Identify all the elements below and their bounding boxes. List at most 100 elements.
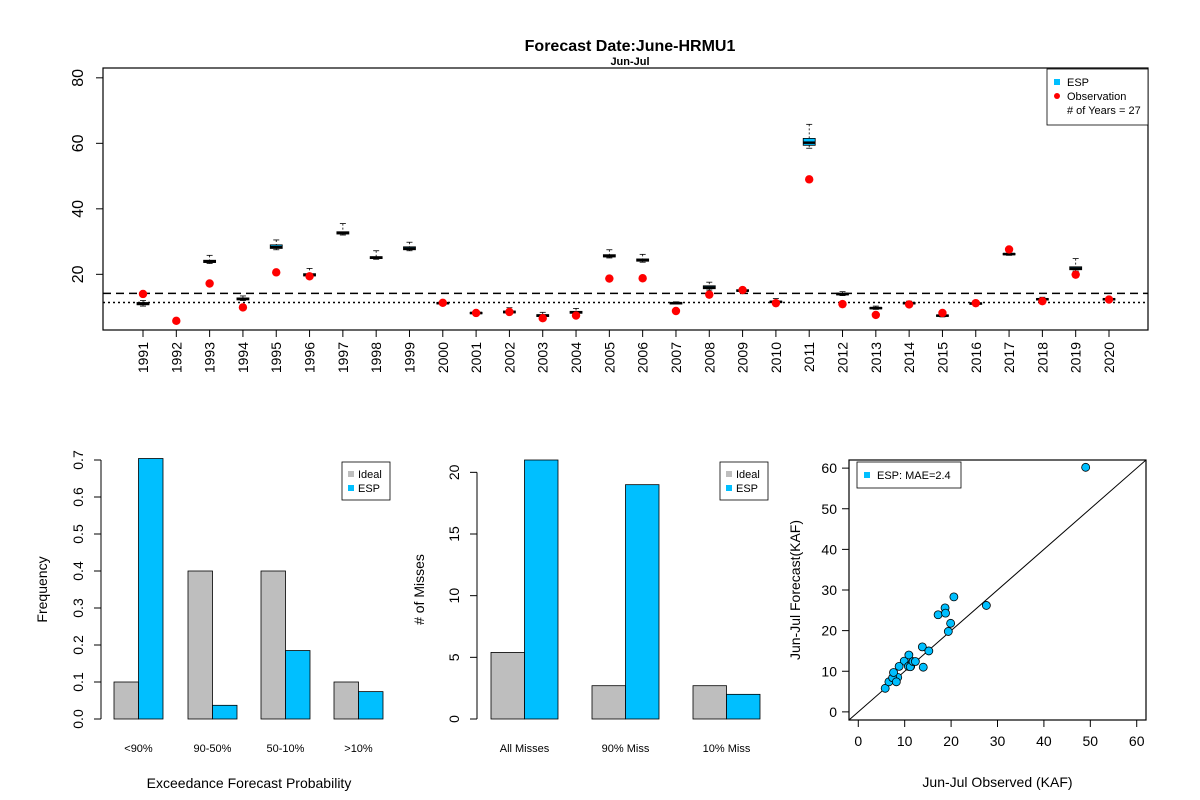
observation-point-2011 — [805, 175, 814, 184]
observation-point-2019 — [1071, 270, 1080, 279]
x-tick-label: 40 — [1036, 733, 1052, 749]
x-tick-label-2007: 2007 — [668, 342, 684, 373]
y-axis-label: # of Misses — [411, 554, 427, 625]
y-axis-label: Frequency — [34, 556, 50, 622]
observation-point-2015 — [938, 308, 947, 318]
legend-label: Ideal — [736, 469, 760, 481]
legend-marker-esp — [1054, 79, 1060, 85]
x-tick-label-2005: 2005 — [601, 342, 617, 373]
bar-ideal-3 — [333, 681, 359, 720]
observation-point-1992 — [172, 316, 181, 326]
observation-point-1991 — [138, 289, 148, 299]
esp-box-2006 — [636, 253, 650, 263]
y-tick-label: 0.6 — [70, 487, 86, 507]
boxplot-panel: 20 40 60 80 1991 1992 1993 1994 1995 1996 1997 1998… — [70, 67, 1149, 373]
x-tick-label-2015: 2015 — [934, 342, 950, 373]
observation-point-2000 — [438, 298, 447, 308]
y-tick-label: 0.3 — [70, 598, 86, 618]
legend-marker-esp — [726, 485, 732, 491]
category-label: 90% Miss — [602, 743, 650, 755]
scatter-point-26 — [910, 657, 920, 666]
y-tick-label: 0.7 — [70, 450, 86, 470]
x-tick-label-1998: 1998 — [368, 342, 384, 373]
x-tick-label-1993: 1993 — [202, 342, 218, 373]
bar-ideal-2 — [692, 685, 727, 720]
legend-box — [341, 461, 391, 501]
observation-point-2020 — [1104, 295, 1114, 304]
category-label: 90-50% — [194, 743, 232, 755]
legend-label: ESP — [358, 483, 380, 495]
x-tick-label-1999: 1999 — [401, 342, 417, 373]
y-tick-label: 40 — [821, 541, 837, 557]
legend-marker-esp — [348, 485, 354, 491]
y-tick-label: 15 — [446, 526, 462, 542]
x-tick-label-2000: 2000 — [435, 342, 451, 373]
observation-point-2014 — [904, 300, 914, 309]
observation-point-2007 — [671, 306, 681, 316]
bar-esp-2 — [285, 650, 311, 720]
bar-ideal-1 — [187, 570, 213, 720]
x-tick-label-2010: 2010 — [768, 342, 784, 373]
x-tick-label: 60 — [1129, 733, 1145, 749]
y-tick-label: 30 — [821, 582, 837, 598]
x-tick-label-2019: 2019 — [1068, 342, 1084, 373]
x-tick-label-1996: 1996 — [302, 342, 318, 373]
observation-point-2002 — [505, 307, 514, 317]
x-tick-label-2020: 2020 — [1101, 342, 1117, 373]
scatter-point-4 — [949, 592, 959, 602]
esp-box-2005 — [602, 249, 616, 259]
observation-point-2012 — [838, 299, 847, 309]
scatter-point-25 — [946, 618, 956, 628]
y-tick-label: 20 — [70, 265, 87, 283]
esp-box-2013 — [869, 305, 883, 310]
main-subtitle: Jun-Jul — [610, 56, 649, 68]
legend: ESP: MAE=2.4 — [856, 461, 962, 489]
observation-point-2001 — [471, 308, 481, 318]
y-tick-label: 0.4 — [70, 561, 86, 581]
observation-point-2017 — [1004, 245, 1014, 254]
y-tick-label: 50 — [821, 501, 837, 517]
bar-esp-0 — [138, 458, 164, 720]
legend-box — [719, 461, 769, 501]
x-tick-label-2006: 2006 — [635, 342, 651, 373]
main-title: Forecast Date:June-HRMU1 — [525, 38, 736, 55]
x-tick-label: 30 — [990, 733, 1006, 749]
bar-ideal-0 — [113, 681, 139, 720]
observation-point-2008 — [705, 290, 714, 299]
y-tick-label: 20 — [446, 464, 462, 480]
scatter-point-5 — [943, 627, 953, 636]
esp-box-1994 — [236, 295, 250, 301]
legend-label: Observation — [1067, 91, 1126, 103]
legend-label: # of Years = 27 — [1067, 105, 1141, 117]
scatter-panel: 0 10 20 30 40 50 60 0 10 20 30 40 50 60 Jun-Jul Observ… — [787, 459, 1147, 790]
x-tick-label: 20 — [943, 733, 959, 749]
observation-point-1993 — [205, 279, 214, 288]
esp-box-1993 — [203, 254, 217, 264]
legend-marker-esp — [864, 472, 870, 478]
y-tick-label: 40 — [70, 200, 87, 218]
scatter-point-21 — [891, 677, 901, 687]
y-axis-label: Jun-Jul Forecast(KAF) — [787, 520, 803, 660]
bar-ideal-0 — [490, 652, 525, 720]
observation-point-2006 — [638, 274, 647, 283]
y-tick-label: 0.0 — [70, 709, 86, 729]
legend: Ideal ESP — [341, 461, 391, 501]
legend-marker-ideal — [726, 471, 732, 477]
scatter-point-18 — [904, 650, 914, 660]
esp-box-2008 — [702, 281, 716, 291]
y-tick-label: 0.5 — [70, 524, 86, 544]
x-tick-label-2012: 2012 — [835, 342, 851, 373]
x-tick-label-2016: 2016 — [968, 342, 984, 373]
scatter-point-19 — [889, 668, 898, 677]
y-tick-label: 60 — [70, 134, 87, 152]
observation-point-2013 — [871, 310, 881, 320]
observation-point-2005 — [605, 274, 614, 283]
x-tick-label-2001: 2001 — [468, 342, 484, 373]
x-tick-label-2014: 2014 — [901, 342, 917, 373]
x-tick-label-2002: 2002 — [501, 342, 517, 373]
legend-label: Ideal — [358, 469, 382, 481]
x-tick-label-2004: 2004 — [568, 342, 584, 373]
legend: ESP Observation # of Years = 27 — [1046, 68, 1149, 126]
category-label: 10% Miss — [703, 743, 751, 755]
esp-box-2019 — [1069, 258, 1083, 272]
